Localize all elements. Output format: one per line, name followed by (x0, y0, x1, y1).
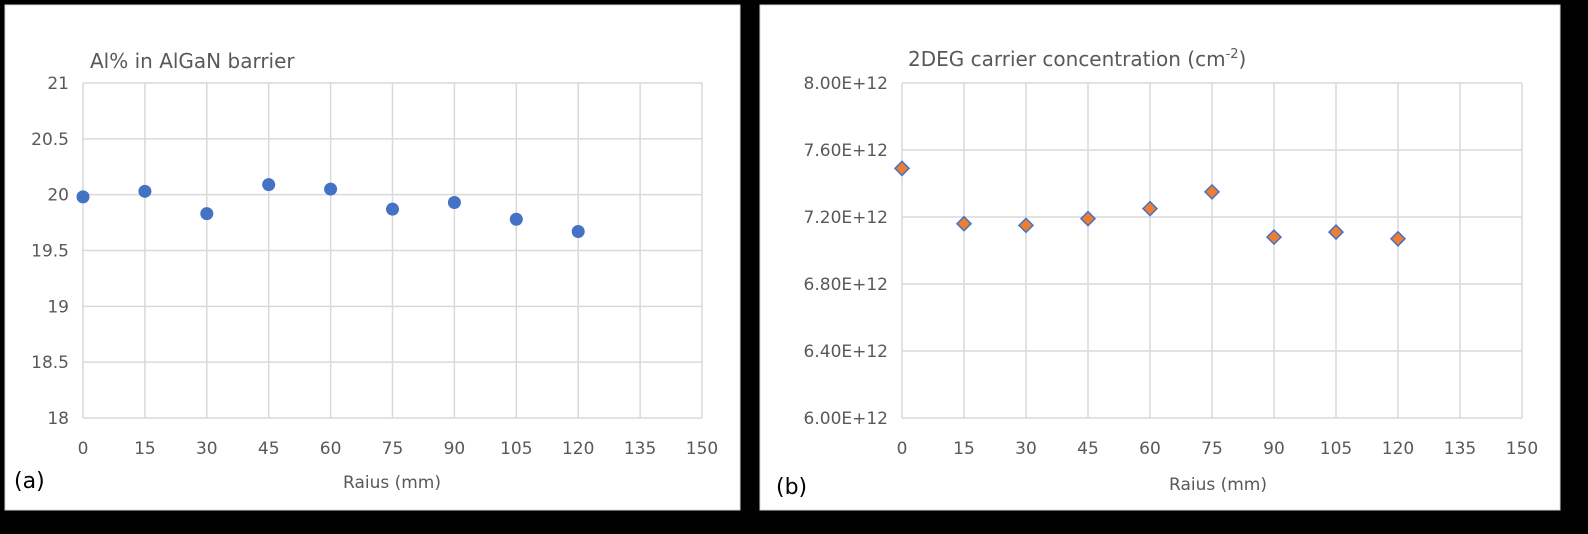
x-tick-label: 120 (1382, 439, 1414, 459)
data-point (76, 190, 90, 204)
x-tick-label: 150 (1506, 439, 1538, 459)
x-tick-label: 0 (897, 439, 908, 459)
x-tick-label: 60 (1139, 439, 1161, 459)
y-tick-label: 20 (47, 186, 69, 206)
x-tick-label: 45 (258, 439, 280, 459)
y-tick-label: 6.80E+12 (804, 275, 888, 295)
chart-background (759, 4, 1561, 511)
x-tick-label: 90 (1263, 439, 1285, 459)
y-tick-label: 19.5 (31, 242, 69, 262)
data-point (1327, 224, 1345, 241)
x-tick-label: 45 (1077, 439, 1099, 459)
panel-label: (b) (776, 475, 807, 500)
x-tick-label: 105 (500, 439, 532, 459)
x-tick-label: 15 (134, 439, 156, 459)
data-point (1141, 200, 1159, 217)
x-tick-label: 75 (1201, 439, 1223, 459)
y-tick-label: 6.40E+12 (804, 342, 888, 362)
x-tick-label: 150 (686, 439, 718, 459)
chart-title: 2DEG carrier concentration (cm-2) (908, 47, 1246, 71)
data-point (138, 184, 152, 198)
x-tick-label: 135 (624, 439, 656, 459)
x-tick-label: 30 (196, 439, 218, 459)
x-axis-label: Raius (mm) (343, 473, 441, 493)
x-tick-label: 30 (1015, 439, 1037, 459)
x-tick-label: 105 (1320, 439, 1352, 459)
chart-panel-b: 2DEG carrier concentration (cm-2) Raius … (759, 4, 1561, 511)
data-point (893, 160, 911, 177)
data-point (1203, 183, 1221, 200)
x-tick-label: 0 (78, 439, 89, 459)
chart-title: Al% in AlGaN barrier (90, 49, 295, 73)
data-point (324, 182, 338, 196)
panel-label: (a) (14, 469, 45, 494)
y-tick-label: 6.00E+12 (804, 409, 888, 429)
data-point (1017, 217, 1035, 234)
x-tick-label: 90 (444, 439, 466, 459)
data-point (447, 195, 461, 209)
y-tick-label: 18 (47, 409, 69, 429)
data-point (1079, 210, 1097, 227)
x-tick-label: 135 (1444, 439, 1476, 459)
y-tick-label: 21 (47, 74, 69, 94)
data-point (200, 207, 214, 221)
x-tick-label: 60 (320, 439, 342, 459)
y-tick-label: 7.60E+12 (804, 141, 888, 161)
data-point (571, 225, 585, 239)
x-tick-label: 75 (382, 439, 404, 459)
x-axis-label: Raius (mm) (1169, 475, 1267, 495)
data-point (1265, 229, 1283, 246)
y-tick-label: 18.5 (31, 353, 69, 373)
data-point (386, 202, 399, 216)
data-point (262, 178, 276, 192)
x-tick-label: 120 (562, 439, 594, 459)
y-tick-label: 8.00E+12 (804, 74, 888, 94)
y-tick-label: 7.20E+12 (804, 208, 888, 228)
data-point (1389, 230, 1407, 247)
chart-panel-a: Al% in AlGaN barrier Raius (mm) (a) 0 15 3… (4, 4, 741, 511)
data-point (509, 212, 523, 226)
chart-background (4, 4, 741, 511)
y-tick-label: 19 (47, 297, 69, 317)
y-tick-label: 20.5 (31, 130, 69, 150)
x-tick-label: 15 (953, 439, 975, 459)
data-point (955, 215, 973, 232)
